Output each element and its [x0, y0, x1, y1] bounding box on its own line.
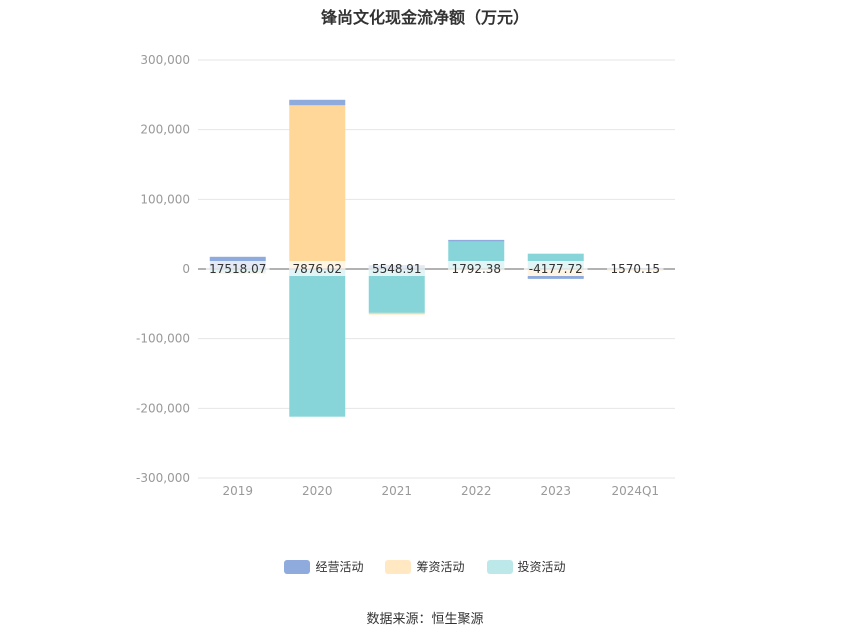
legend-swatch-operating	[284, 559, 311, 574]
y-tick-label: 100,000	[140, 192, 190, 206]
bar-financing-2021	[368, 312, 425, 315]
data-label: 5548.91	[372, 262, 422, 276]
y-tick-label: 200,000	[140, 123, 190, 137]
legend-item-investing[interactable]: 投资活动	[486, 558, 566, 575]
x-axis: 2019 2020 2021 2022 2023 2024Q1	[222, 484, 659, 498]
data-label-bg	[523, 261, 588, 276]
data-label-bg	[607, 261, 664, 276]
x-tick-label: 2020	[302, 484, 333, 498]
data-label-bg	[205, 261, 270, 276]
legend-item-financing[interactable]: 筹资活动	[385, 558, 465, 575]
legend-label-investing: 投资活动	[517, 560, 566, 574]
data-label-bg	[368, 261, 425, 276]
bar-investing-2021	[368, 269, 425, 313]
x-tick-label: 2022	[461, 484, 492, 498]
y-tick-label: 0	[182, 262, 190, 276]
legend: 经营活动 筹资活动 投资活动	[0, 558, 850, 575]
legend-label-financing: 筹资活动	[416, 560, 465, 574]
data-source: 数据来源：恒生聚源	[366, 612, 484, 627]
bar-operating-2022	[448, 239, 505, 242]
legend-swatch-investing	[486, 559, 513, 574]
data-label: 1570.15	[610, 262, 660, 276]
x-tick-label: 2023	[540, 484, 571, 498]
bar-investing-2020	[289, 269, 346, 417]
data-label: 7876.02	[292, 262, 342, 276]
y-tick-label: 300,000	[140, 53, 190, 67]
data-label-bg	[448, 261, 505, 276]
x-tick-label: 2024Q1	[611, 484, 659, 498]
x-tick-label: 2019	[222, 484, 253, 498]
bar-operating-2023	[527, 275, 584, 279]
data-labels: 17518.07 7876.02 5548.91 1792.38 -4177.72 157…	[205, 261, 664, 276]
legend-label-operating: 经营活动	[315, 560, 364, 574]
legend-swatch-financing	[385, 559, 412, 574]
y-tick-label: -100,000	[136, 332, 190, 346]
chart-title: 锋尚文化现金流净额（万元）	[320, 8, 529, 27]
data-label: 17518.07	[209, 262, 266, 276]
bar-financing-2020	[289, 105, 346, 270]
data-label: -4177.72	[529, 262, 583, 276]
legend-item-operating[interactable]: 经营活动	[284, 558, 363, 575]
data-label-bg	[289, 261, 346, 276]
y-tick-label: -300,000	[136, 471, 190, 485]
y-tick-label: -200,000	[136, 401, 190, 415]
bars	[209, 99, 664, 417]
data-label: 1792.38	[451, 262, 501, 276]
x-tick-label: 2021	[381, 484, 412, 498]
bar-operating-2020	[289, 99, 346, 106]
y-axis: 300,000 200,000 100,000 0 -100,000 -200,000 -3…	[136, 53, 190, 485]
